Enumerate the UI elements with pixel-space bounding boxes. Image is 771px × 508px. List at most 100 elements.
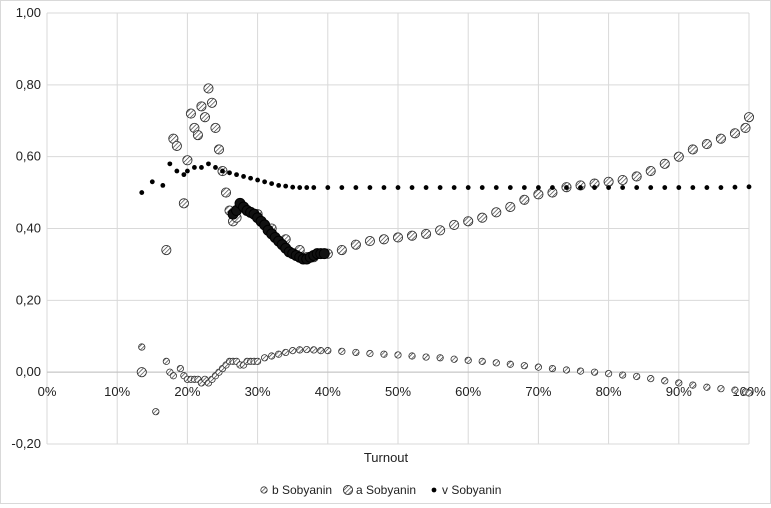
- data-point: [520, 362, 528, 370]
- data-point: [210, 122, 221, 133]
- data-point: [521, 185, 527, 190]
- data-point: [169, 372, 177, 380]
- data-point: [436, 354, 444, 362]
- y-tick-label: 0,40: [16, 221, 41, 236]
- data-point: [213, 144, 225, 155]
- data-point: [325, 185, 331, 190]
- data-point: [350, 239, 361, 250]
- series-0: [138, 343, 753, 416]
- data-point: [465, 185, 471, 190]
- x-tick-label: 90%: [666, 384, 692, 399]
- data-point: [220, 168, 225, 174]
- data-point: [185, 168, 190, 174]
- data-point: [534, 363, 543, 371]
- data-point: [464, 356, 472, 364]
- data-point: [409, 185, 415, 190]
- data-point: [275, 350, 283, 358]
- data-point: [478, 357, 486, 365]
- data-point: [381, 185, 387, 190]
- data-point: [268, 352, 276, 360]
- data-point: [364, 236, 375, 247]
- data-point: [449, 219, 460, 230]
- data-point: [731, 386, 739, 394]
- data-point: [689, 381, 697, 389]
- data-point: [199, 112, 210, 123]
- data-point: [206, 97, 218, 108]
- data-point: [562, 366, 571, 374]
- data-point: [450, 355, 458, 363]
- data-point: [324, 347, 332, 355]
- data-point: [507, 185, 513, 190]
- x-tick-label: 30%: [245, 384, 271, 399]
- data-point: [659, 158, 670, 169]
- data-point: [704, 185, 710, 190]
- data-point: [181, 172, 187, 178]
- x-tick-label: 10%: [104, 384, 130, 399]
- data-point: [162, 357, 170, 365]
- data-point: [297, 185, 303, 190]
- data-point: [185, 108, 196, 119]
- data-point: [234, 172, 239, 178]
- data-point: [435, 225, 446, 236]
- x-tick-label: 60%: [455, 384, 481, 399]
- data-point: [317, 347, 325, 355]
- data-point: [729, 128, 741, 139]
- data-point: [290, 184, 296, 190]
- data-point: [647, 375, 655, 383]
- data-point: [422, 353, 430, 361]
- data-point: [139, 190, 145, 195]
- data-point: [254, 357, 262, 365]
- y-tick-label: 0,00: [16, 364, 41, 379]
- data-point: [392, 232, 404, 243]
- data-point: [182, 155, 193, 166]
- data-point: [241, 174, 246, 179]
- data-point: [617, 174, 628, 186]
- data-point: [304, 185, 310, 190]
- data-point: [261, 354, 269, 362]
- data-point: [451, 185, 457, 190]
- data-point: [578, 185, 583, 190]
- legend-marker: [431, 487, 437, 493]
- data-point: [289, 347, 297, 355]
- data-point: [192, 165, 197, 170]
- data-point: [564, 185, 569, 190]
- legend-label: b Sobyanin: [272, 483, 332, 497]
- x-tick-label: 20%: [174, 384, 200, 399]
- data-point: [590, 368, 599, 376]
- legend-item: a Sobyanin: [342, 483, 416, 497]
- data-point: [662, 185, 668, 190]
- data-point: [149, 179, 155, 185]
- legend-label: a Sobyanin: [356, 483, 416, 497]
- data-point: [619, 371, 627, 379]
- data-point: [296, 346, 304, 354]
- data-point: [437, 185, 443, 190]
- data-point: [690, 185, 696, 190]
- data-point: [338, 347, 346, 355]
- y-tick-label: 0,20: [16, 292, 41, 307]
- data-point: [477, 212, 488, 223]
- data-point: [479, 185, 485, 190]
- data-point: [645, 165, 656, 177]
- data-point: [174, 168, 180, 174]
- legend-item: b Sobyanin: [260, 483, 332, 497]
- data-point: [311, 185, 317, 190]
- data-point: [536, 185, 541, 190]
- series-2: [139, 161, 752, 195]
- data-point: [550, 185, 555, 190]
- data-point: [603, 176, 614, 187]
- data-point: [167, 161, 173, 167]
- data-point: [161, 244, 172, 256]
- data-point: [380, 350, 388, 358]
- legend: b Sobyanin a Sobyanin v Sobyanin: [260, 483, 501, 497]
- data-point: [136, 367, 147, 378]
- data-point: [648, 185, 654, 190]
- data-point: [620, 185, 626, 190]
- data-point: [492, 359, 500, 367]
- data-point: [199, 165, 204, 170]
- data-point: [220, 187, 232, 198]
- data-point: [491, 207, 502, 218]
- data-point: [303, 345, 311, 354]
- series-3: [227, 197, 330, 265]
- data-point: [203, 83, 214, 94]
